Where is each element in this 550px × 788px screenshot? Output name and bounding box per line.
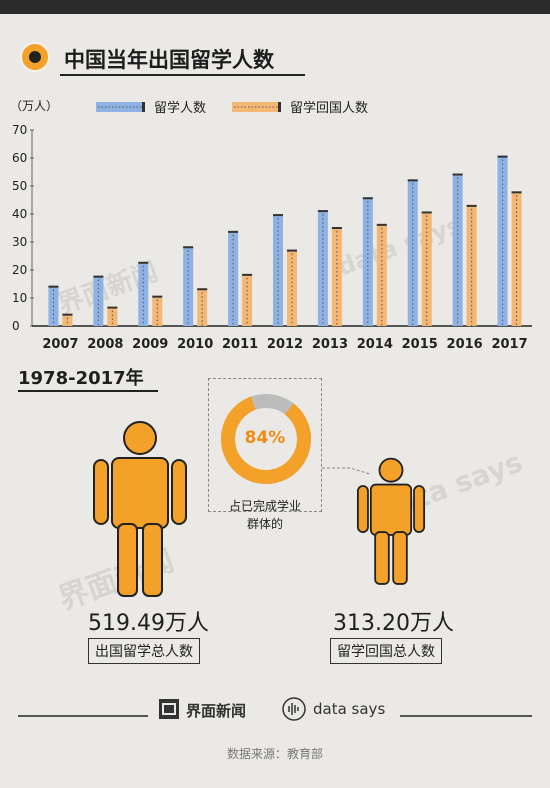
bar-cap — [197, 288, 208, 291]
legend-swatch-cap — [142, 102, 145, 112]
bar-cap — [273, 214, 283, 217]
datasays-logo-icon — [282, 697, 306, 721]
legend-swatch-cap — [278, 102, 281, 112]
bar-cap — [421, 211, 432, 214]
bar — [273, 214, 283, 326]
bar-cap — [497, 155, 508, 158]
title-underline — [60, 74, 305, 76]
x-tick-label: 2011 — [222, 337, 258, 352]
x-tick-label: 2007 — [42, 337, 78, 352]
bar-cap — [287, 249, 297, 252]
y-tick-label: 60 — [12, 151, 27, 165]
x-tick-label: 2016 — [447, 337, 483, 352]
footer-line-right — [400, 715, 532, 717]
bar-cap — [331, 227, 342, 230]
x-tick-label: 2015 — [402, 337, 438, 352]
bar — [107, 306, 118, 326]
top-bar — [0, 0, 550, 14]
bar-cap — [62, 313, 73, 316]
y-tick-label: 30 — [12, 235, 27, 249]
x-tick-label: 2014 — [357, 337, 393, 352]
y-tick-label: 20 — [12, 263, 27, 277]
bar-cap — [48, 285, 59, 288]
x-tick-label: 2012 — [267, 337, 303, 352]
y-tick-label: 70 — [12, 123, 27, 137]
bar — [183, 246, 194, 326]
legend-label: 留学人数 — [154, 100, 206, 116]
bar — [152, 295, 163, 326]
bar-cap — [362, 197, 373, 200]
left-total-value: 519.49万人 — [88, 611, 209, 636]
bar — [287, 249, 297, 326]
data-source: 数据来源：教育部 — [226, 747, 323, 761]
y-tick-label: 50 — [12, 179, 27, 193]
donut-caption-line1: 占已完成学业 — [228, 499, 301, 513]
donut-chart — [221, 394, 311, 484]
x-tick-label: 2013 — [312, 337, 348, 352]
bar — [62, 313, 73, 326]
x-tick-label: 2010 — [177, 337, 213, 352]
bar-cap — [452, 173, 463, 176]
bar-cap — [93, 275, 104, 278]
bar — [242, 273, 253, 326]
bar-cap — [183, 246, 194, 249]
donut-percent: 84% — [244, 428, 286, 448]
bar-cap — [317, 210, 328, 213]
footer-line-left — [18, 715, 148, 717]
y-axis-label: （万人） — [10, 99, 58, 113]
legend-label: 留学回国人数 — [290, 100, 368, 116]
connector-line — [322, 467, 371, 475]
y-tick-label: 10 — [12, 291, 27, 305]
y-tick-label: 40 — [12, 207, 27, 221]
donut-caption: 占已完成学业 群体的 — [208, 497, 322, 533]
bar-cap — [466, 204, 477, 207]
x-tick-label: 2009 — [132, 337, 168, 352]
title-bullet-icon — [20, 42, 50, 72]
bar-cap — [242, 273, 253, 276]
x-tick-label: 2008 — [87, 337, 123, 352]
bar-cap — [511, 191, 522, 194]
bar-cap — [107, 306, 118, 309]
bar — [197, 288, 208, 326]
person-left-icon — [93, 421, 187, 597]
bar-cap — [152, 295, 163, 298]
bar — [317, 210, 328, 326]
bar-cap — [376, 223, 387, 226]
bar — [511, 191, 522, 326]
y-tick-label: 0 — [12, 319, 20, 333]
chart-title: 中国当年出国留学人数 — [64, 48, 274, 72]
donut-caption-line2: 群体的 — [246, 517, 283, 531]
right-total-label: 留学回国总人数 — [330, 638, 442, 664]
bar-cap — [138, 261, 149, 264]
brand-jiemian: 界面新闻 — [186, 702, 247, 720]
x-tick-label: 2017 — [491, 337, 527, 352]
brand-datasays: data says — [313, 700, 386, 718]
right-total-value: 313.20万人 — [333, 611, 454, 636]
jiemian-logo-icon — [159, 699, 179, 719]
bar-cap — [228, 230, 239, 233]
left-total-label: 出国留学总人数 — [88, 638, 200, 664]
person-right-icon — [356, 457, 426, 585]
donut-value — [221, 394, 311, 484]
bar — [376, 223, 387, 326]
donut-panel — [208, 378, 322, 512]
bar-chart: （万人） 留学人数 留学回国人数 0 10 20 30 40 50 60 70 2007 2008 200… — [10, 99, 532, 352]
period-underline — [18, 390, 158, 392]
period-label: 1978-2017年 — [18, 368, 144, 389]
bar — [228, 230, 239, 326]
bar-cap — [407, 179, 418, 182]
